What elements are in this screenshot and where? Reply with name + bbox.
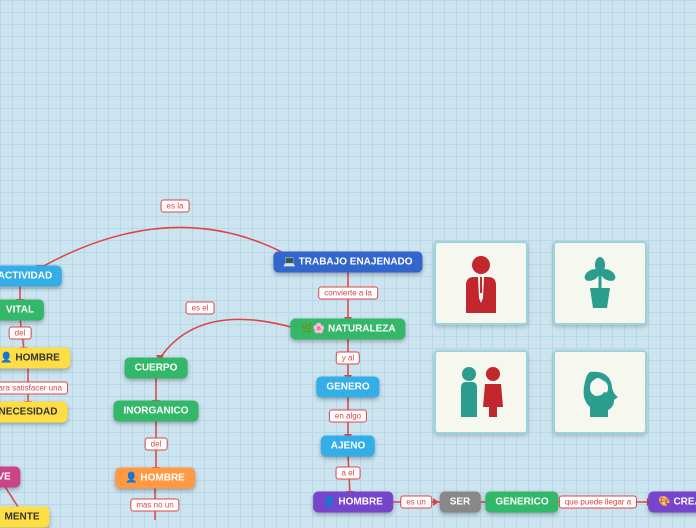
edge-label-y_al: y al <box>336 352 360 365</box>
icon-couple <box>434 350 528 434</box>
node-hombre3[interactable]: 👤 HOMBRE <box>313 492 393 513</box>
edge-label-es_la: es la <box>161 200 190 213</box>
node-generico[interactable]: GENERICO <box>485 492 558 513</box>
edge-label-del2: del <box>145 438 168 451</box>
edge-label-del1: del <box>9 327 32 340</box>
node-title[interactable]: 💻 TRABAJO ENAJENADO <box>273 252 422 273</box>
edge-label-puede: que puede llegar a <box>559 496 637 509</box>
edge-label-mas_no: mas no un <box>130 499 179 512</box>
node-mente[interactable]: MENTE <box>0 507 50 528</box>
icon-businessman <box>434 241 528 325</box>
node-cuerpo[interactable]: CUERPO <box>125 358 188 379</box>
edge-label-a_el: a el <box>336 467 361 480</box>
edge-label-es_el: es el <box>186 302 215 315</box>
edge-label-convierte: convierte a la <box>318 287 378 300</box>
node-ve[interactable]: VE <box>0 467 21 488</box>
node-crea[interactable]: 🎨 CREA <box>648 492 696 513</box>
edge-label-es_un: es un <box>400 496 432 509</box>
node-vital[interactable]: VITAL <box>0 300 44 321</box>
icon-head <box>553 350 647 434</box>
node-hombre1[interactable]: 👤 HOMBRE <box>0 348 70 369</box>
node-genero[interactable]: GENERO <box>316 377 379 398</box>
node-ser[interactable]: SER <box>440 492 481 513</box>
node-ajeno[interactable]: AJENO <box>321 436 375 457</box>
edge-label-para_sat: para satisfacer una <box>0 382 68 395</box>
node-hombre2[interactable]: 👤 HOMBRE <box>115 468 195 489</box>
icon-plant <box>553 241 647 325</box>
node-actividad[interactable]: ACTIVIDAD <box>0 266 62 287</box>
node-inorganico[interactable]: INORGANICO <box>114 401 199 422</box>
edge-label-en_algo: en algo <box>329 410 367 423</box>
node-naturaleza[interactable]: 🌿🌸 NATURALEZA <box>290 319 405 340</box>
node-necesidad[interactable]: NECESIDAD <box>0 402 67 423</box>
